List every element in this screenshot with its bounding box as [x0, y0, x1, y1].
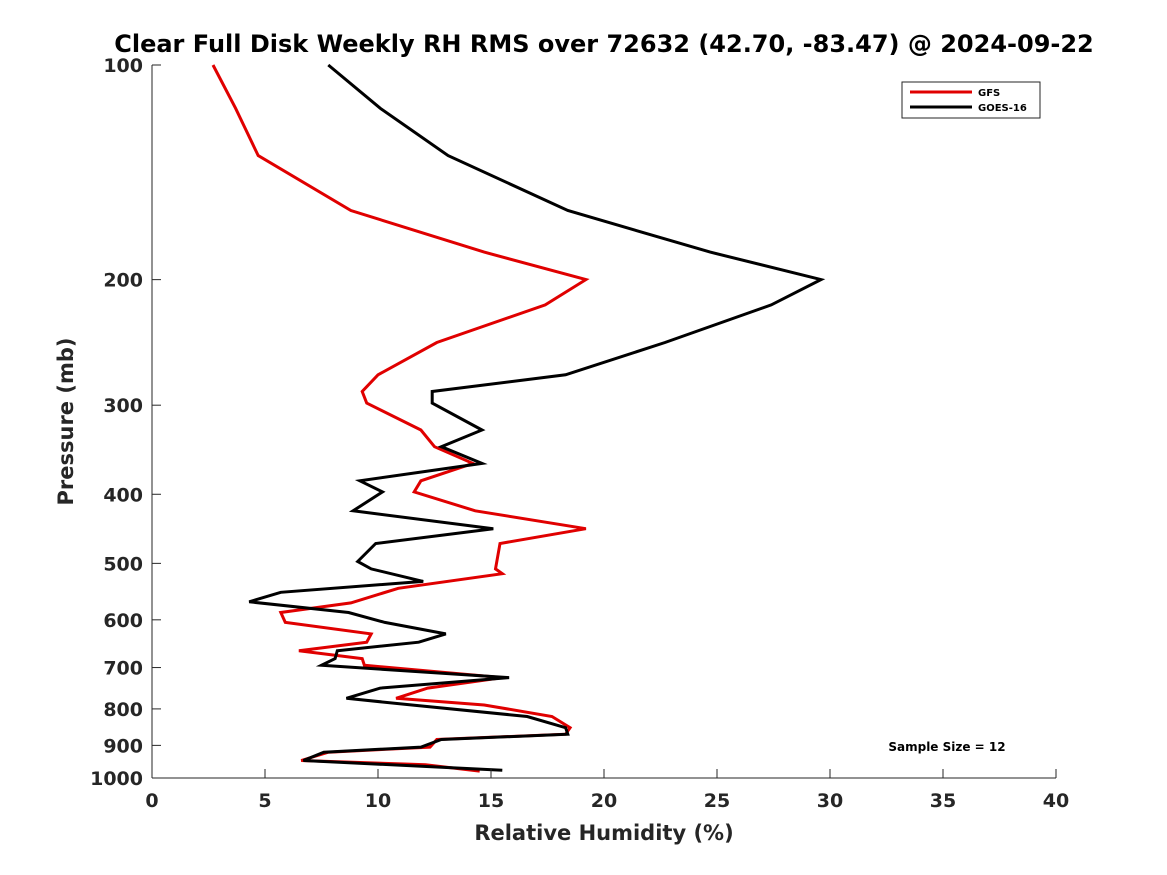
- x-tick-label: 5: [258, 790, 271, 812]
- x-tick-label: 40: [1043, 790, 1069, 812]
- legend-label: GFS: [978, 88, 1000, 99]
- x-tick-label: 20: [591, 790, 617, 812]
- x-tick-label: 10: [365, 790, 391, 812]
- y-tick-label: 600: [103, 610, 143, 632]
- series-layer: [211, 63, 826, 773]
- y-tick-label: 500: [103, 553, 143, 575]
- y-axis-label: Pressure (mb): [54, 338, 78, 506]
- y-tick-label: 400: [103, 484, 143, 506]
- y-tick-label: 100: [103, 55, 143, 77]
- y-axis: 100 200 300 400 500 600 700 800 900 1000: [90, 55, 161, 790]
- legend-label: GOES-16: [978, 103, 1027, 114]
- x-tick-label: 0: [145, 790, 158, 812]
- legend: GFS GOES-16: [901, 81, 1041, 119]
- x-axis-label: Relative Humidity (%): [474, 821, 733, 845]
- y-tick-label: 1000: [90, 768, 143, 790]
- x-tick-label: 25: [704, 790, 730, 812]
- x-tick-label: 30: [817, 790, 843, 812]
- legend-box: [901, 81, 1041, 119]
- y-tick-label: 800: [103, 699, 143, 721]
- chart-title: Clear Full Disk Weekly RH RMS over 72632…: [114, 30, 1094, 58]
- x-axis: 0 5 10 15 20 25 30 35 40: [145, 769, 1069, 812]
- series-line-goes-16: [248, 63, 826, 772]
- y-tick-label: 700: [103, 658, 143, 680]
- y-tick-label: 300: [103, 395, 143, 417]
- y-tick-label: 900: [103, 735, 143, 757]
- x-tick-label: 15: [478, 790, 504, 812]
- sample-size-note: Sample Size = 12: [888, 740, 1005, 754]
- series-line-gfs: [211, 64, 590, 773]
- x-tick-label: 35: [930, 790, 956, 812]
- y-tick-label: 200: [103, 270, 143, 292]
